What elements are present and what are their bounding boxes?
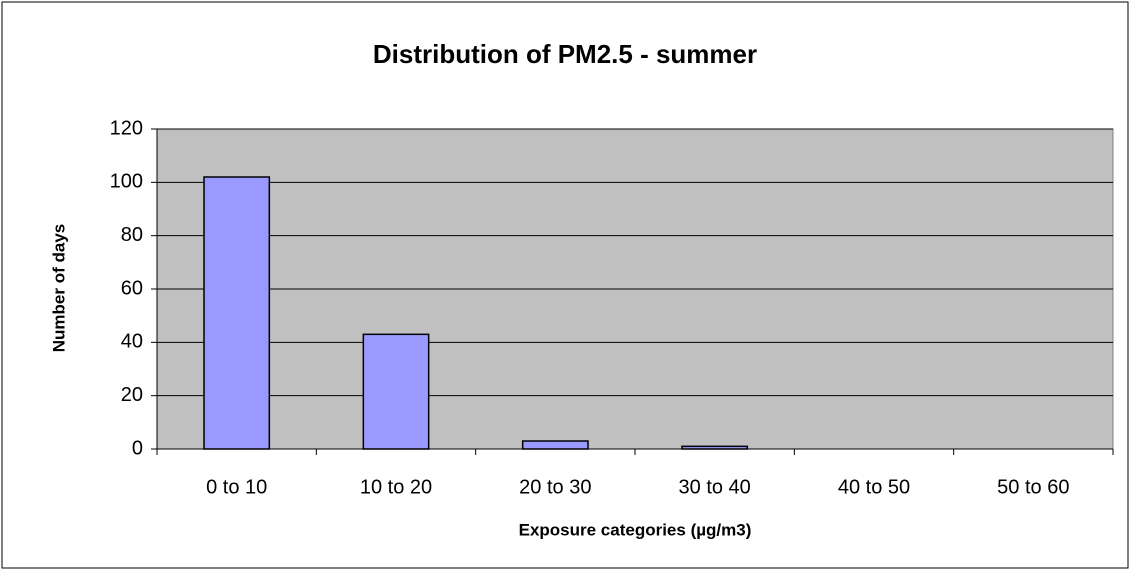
y-tick-label: 80: [121, 224, 143, 246]
chart-title: Distribution of PM2.5 - summer: [373, 39, 757, 69]
y-tick-label: 40: [121, 331, 143, 353]
bar: [362, 333, 430, 450]
x-tick-label: 10 to 20: [360, 476, 432, 498]
y-tick-label: 0: [132, 437, 143, 459]
x-axis-label: Exposure categories (µg/m3): [519, 520, 752, 539]
bar: [681, 445, 749, 450]
y-tick-label: 100: [110, 171, 143, 193]
x-tick-label: 30 to 40: [679, 476, 751, 498]
y-tick-label: 20: [121, 384, 143, 406]
x-tick-label: 50 to 60: [997, 476, 1069, 498]
x-tick-label: 0 to 10: [206, 476, 267, 498]
y-axis-label: Number of days: [49, 224, 68, 352]
y-tick-label: 120: [110, 117, 143, 139]
bar: [203, 176, 271, 450]
x-tick-label: 20 to 30: [519, 476, 591, 498]
y-tick-label: 60: [121, 277, 143, 299]
x-tick-label: 40 to 50: [838, 476, 910, 498]
bar: [521, 440, 589, 450]
